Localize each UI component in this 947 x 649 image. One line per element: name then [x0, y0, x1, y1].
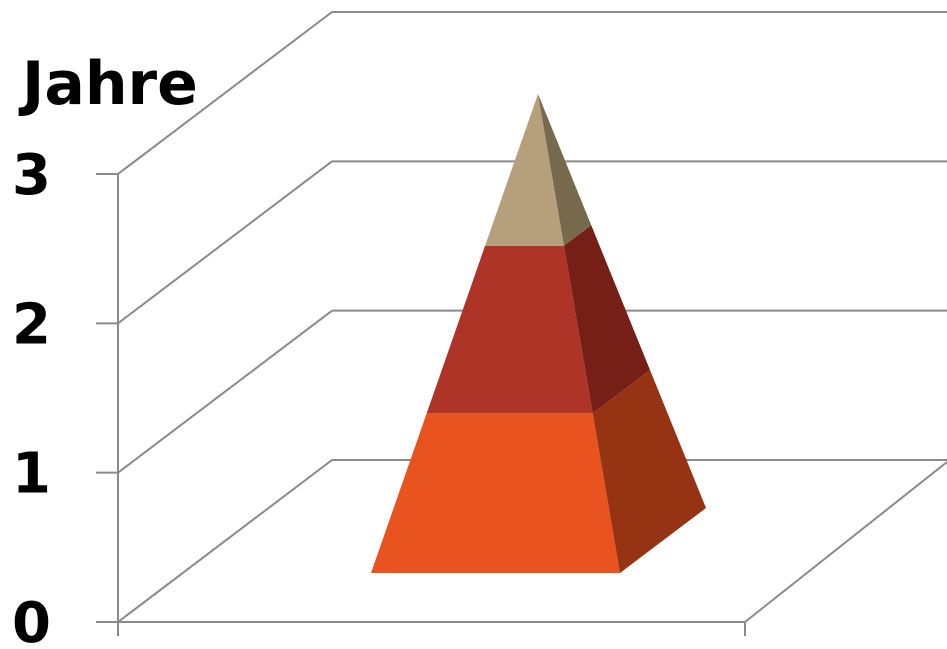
- y-tick-label-0: 0: [12, 591, 51, 649]
- y-axis: 0 1 2 3: [12, 143, 746, 649]
- floor-right-edge: [744, 461, 947, 623]
- pyramid-segment-2-side: [564, 225, 650, 414]
- y-tick-label-1: 1: [12, 442, 51, 507]
- floor-left-edge: [117, 459, 333, 623]
- pyramid: [371, 94, 706, 573]
- gridlines: [117, 174, 947, 623]
- pyramid-segment-3-side: [538, 94, 592, 246]
- pyramid-segment-1-side: [592, 370, 706, 573]
- pyramid-segment-3-front: [485, 94, 564, 246]
- pyramid-segment-1-front: [371, 413, 620, 573]
- y-tick-label-2: 2: [12, 292, 51, 357]
- gridline-side-2: [117, 160, 333, 325]
- y-axis-label: Jahre: [18, 49, 198, 119]
- gridline-side-3: [117, 11, 333, 175]
- gridline-side-1: [117, 309, 333, 474]
- y-tick-label-3: 3: [12, 143, 51, 208]
- pyramid-segment-2-front: [426, 245, 593, 414]
